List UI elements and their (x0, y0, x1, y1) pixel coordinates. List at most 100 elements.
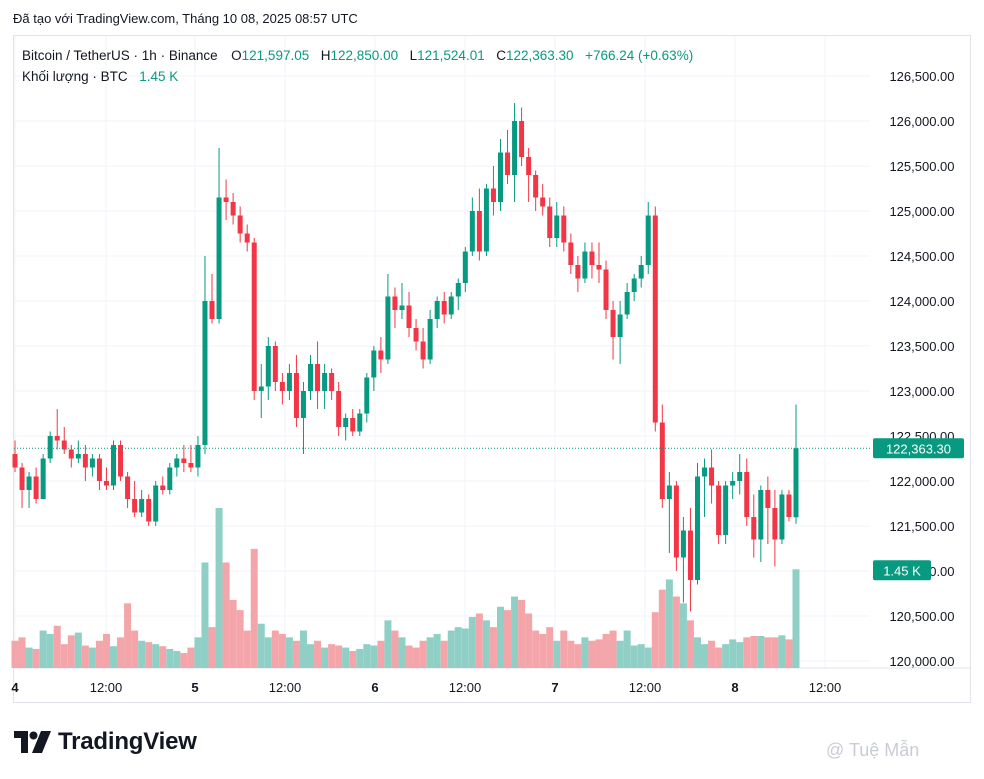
chart-frame[interactable] (13, 35, 971, 703)
legend-high-value: 122,850.00 (330, 48, 399, 63)
candle-body (772, 508, 778, 540)
candle-body (47, 436, 53, 459)
candle-body (420, 341, 426, 360)
volume-bar (67, 635, 75, 668)
candle-body (167, 467, 173, 490)
volume-bar (736, 642, 744, 668)
candle-body (61, 440, 67, 450)
candle-body (300, 391, 306, 418)
x-tick-label: 12:00 (90, 680, 123, 695)
candle-body (244, 233, 250, 243)
legend-volume-label[interactable]: Khối lượng · BTC (22, 69, 128, 84)
volume-bar (102, 633, 110, 668)
candle-body (364, 377, 370, 414)
volume-bar (560, 630, 568, 668)
volume-bar (553, 640, 561, 668)
last-volume-badge (873, 560, 931, 581)
tradingview-logo-icon (14, 731, 51, 753)
volume-bar (686, 620, 694, 668)
volume-bar (229, 599, 237, 668)
y-tick-label: 120,000.00 (889, 654, 954, 669)
volume-bar (278, 633, 286, 668)
tradingview-logo[interactable]: TradingView (14, 728, 197, 756)
candle-body (645, 215, 651, 265)
volume-bar (39, 630, 47, 668)
candle-body (596, 265, 602, 270)
x-tick-label: 5 (191, 680, 198, 695)
volume-bar (672, 596, 680, 668)
volume-bar (88, 647, 96, 668)
candle-body (765, 490, 771, 508)
volume-bar (785, 639, 793, 668)
volume-bar (236, 610, 244, 668)
volume-bar (715, 647, 723, 668)
volume-bar (222, 562, 230, 668)
volume-bar (412, 647, 420, 668)
candle-body (751, 517, 757, 540)
candle-body (223, 197, 229, 202)
candle-body (490, 188, 496, 202)
y-tick-label: 123,500.00 (889, 339, 954, 354)
volume-bar (117, 637, 125, 668)
volume-bar (307, 644, 315, 668)
candle-body (139, 499, 145, 513)
candle-body (413, 328, 419, 342)
candle-body (371, 350, 377, 378)
volume-bar (405, 645, 413, 668)
candle-body (434, 301, 440, 319)
volume-bar (644, 647, 652, 668)
candle-body (547, 206, 553, 238)
legend-volume-row: Khối lượng · BTC 1.45 K (22, 66, 693, 87)
legend-ohlc-row: Bitcoin / TetherUS · 1h · Binance O121,5… (22, 45, 693, 66)
candle-body (96, 458, 102, 481)
y-tick-label: 126,000.00 (889, 114, 954, 129)
volume-bar (729, 639, 737, 668)
volume-bar (708, 640, 716, 668)
y-tick-label: 125,000.00 (889, 204, 954, 219)
volume-bar (243, 630, 251, 668)
volume-bar (447, 630, 455, 668)
volume-bar (518, 599, 526, 668)
volume-bar (138, 640, 146, 668)
volume-bar (314, 640, 322, 668)
volume-bar (377, 640, 385, 668)
y-tick-label: 124,000.00 (889, 294, 954, 309)
volume-bar (208, 627, 216, 668)
legend-change: +766.24 (+0.63%) (585, 48, 694, 63)
candle-body (505, 152, 511, 175)
volume-bar (152, 644, 160, 668)
volume-bar (18, 637, 26, 668)
volume-bar (264, 637, 272, 668)
volume-bar (651, 612, 659, 668)
volume-bar (489, 627, 497, 668)
candle-body (680, 530, 686, 558)
candle-body (793, 448, 799, 518)
volume-bar (81, 645, 89, 668)
volume-bar (187, 647, 195, 668)
candle-body (132, 499, 138, 513)
volume-bar (496, 606, 504, 668)
volume-bar (616, 640, 624, 668)
candle-body (392, 296, 398, 310)
volume-bar (461, 628, 469, 668)
candle-body (103, 481, 109, 486)
candle-body (118, 445, 124, 477)
candle-body (272, 346, 278, 382)
chart-legend: Bitcoin / TetherUS · 1h · Binance O121,5… (22, 45, 693, 87)
volume-bar (525, 613, 533, 668)
volume-bar (665, 579, 673, 668)
candle-body (26, 476, 32, 490)
volume-bar (342, 647, 350, 668)
candle-body (19, 467, 25, 490)
candle-body (716, 485, 722, 535)
legend-symbol[interactable]: Bitcoin / TetherUS · 1h · Binance (22, 48, 218, 63)
candle-body (730, 481, 736, 486)
volume-bar (335, 645, 343, 668)
candle-body (329, 373, 335, 391)
volume-bar (124, 603, 132, 668)
candle-body (483, 188, 489, 252)
legend-volume-value: 1.45 K (139, 69, 179, 84)
legend-high-label: H (320, 48, 331, 63)
candle-body (455, 283, 461, 297)
